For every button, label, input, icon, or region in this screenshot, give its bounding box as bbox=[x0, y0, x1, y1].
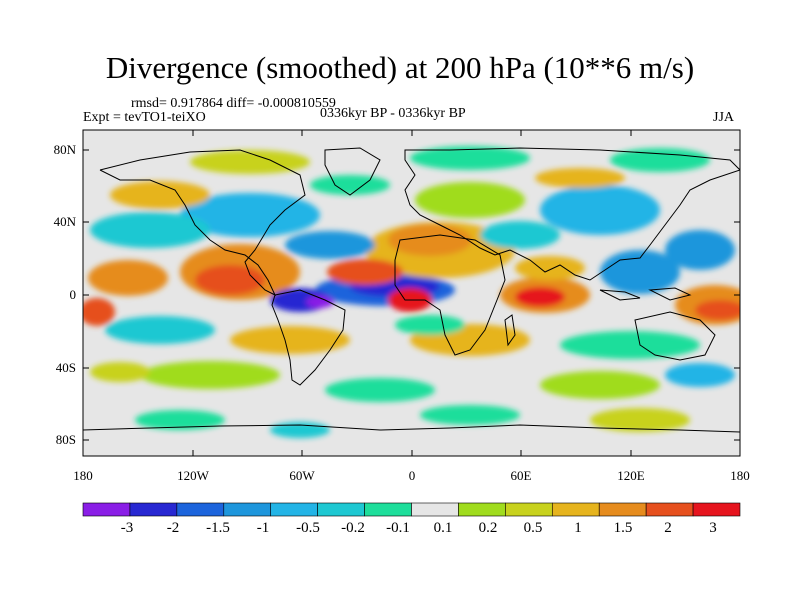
cb-label-9: 0.5 bbox=[523, 520, 543, 536]
colorbar-segment bbox=[692, 502, 741, 517]
colorbar bbox=[82, 502, 741, 517]
cb-label-2: -1.5 bbox=[206, 520, 230, 536]
xtick-120w: 120W bbox=[177, 468, 209, 483]
colorbar-segment bbox=[270, 502, 318, 517]
experiment-label: Expt = tevTO1-teiXO bbox=[83, 110, 206, 125]
xtick-180-right: 180 bbox=[730, 468, 750, 483]
colorbar-segment bbox=[223, 502, 272, 517]
contour-blobs bbox=[83, 146, 740, 438]
cb-label-11: 1.5 bbox=[613, 520, 633, 536]
xtick-60w: 60W bbox=[289, 468, 315, 483]
colorbar-segment bbox=[505, 502, 553, 517]
cb-label-5: -0.2 bbox=[341, 520, 365, 536]
season-label: JJA bbox=[713, 110, 735, 125]
cb-label-1: -2 bbox=[166, 520, 180, 536]
map-title: Divergence (smoothed) at 200 hPa (10**6 … bbox=[105, 50, 695, 85]
xtick-120e: 120E bbox=[617, 468, 645, 483]
ytick-0: 0 bbox=[69, 287, 77, 302]
cb-label-10: 1 bbox=[574, 520, 582, 536]
cb-label-4: -0.5 bbox=[296, 520, 320, 536]
colorbar-segment bbox=[458, 502, 506, 517]
xtick-0: 0 bbox=[408, 468, 416, 483]
cb-label-13: 3 bbox=[709, 520, 717, 536]
ytick-40n: 40N bbox=[53, 214, 76, 229]
cb-label-3: -1 bbox=[256, 520, 270, 536]
colorbar-segment bbox=[129, 502, 178, 517]
ytick-80n: 80N bbox=[53, 142, 76, 157]
cb-label-0: -3 bbox=[120, 520, 134, 536]
colorbar-segment bbox=[82, 502, 131, 517]
xtick-60e: 60E bbox=[510, 468, 532, 483]
ytick-40s: 40S bbox=[55, 360, 76, 375]
colorbar-segment bbox=[317, 502, 365, 517]
cb-label-7: 0.1 bbox=[433, 520, 453, 536]
colorbar-segment bbox=[176, 502, 225, 517]
colorbar-segment bbox=[598, 502, 647, 517]
divergence-field bbox=[83, 130, 740, 456]
colorbar-segment bbox=[551, 502, 600, 517]
ytick-80s: 80S bbox=[55, 432, 76, 447]
cb-label-6: -0.1 bbox=[386, 520, 410, 536]
colorbar-segment bbox=[645, 502, 694, 517]
tick-marks bbox=[82, 130, 741, 456]
period-label: 0336kyr BP - 0336kyr BP bbox=[320, 106, 466, 121]
cb-label-12: 2 bbox=[664, 520, 672, 536]
coastlines bbox=[83, 147, 740, 433]
xtick-180-left: 180 bbox=[73, 468, 93, 483]
cb-label-8: 0.2 bbox=[478, 520, 498, 536]
colorbar-segment bbox=[411, 502, 459, 517]
stats-label: rmsd= 0.917864 diff= -0.000810559 bbox=[131, 96, 336, 111]
colorbar-segment bbox=[364, 502, 412, 517]
